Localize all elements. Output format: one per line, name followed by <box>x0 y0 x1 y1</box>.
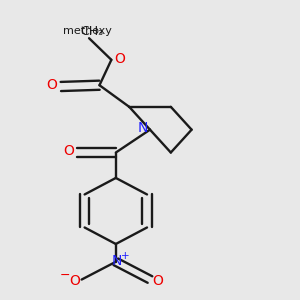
Text: methoxy: methoxy <box>63 26 112 36</box>
Text: −: − <box>60 268 70 281</box>
Text: O: O <box>114 52 125 65</box>
Text: N: N <box>137 122 148 135</box>
Text: N: N <box>112 254 122 268</box>
Text: O: O <box>63 144 74 158</box>
Text: O: O <box>69 274 80 288</box>
Text: +: + <box>121 251 130 261</box>
Text: O: O <box>46 78 57 92</box>
Text: CH₃: CH₃ <box>80 26 104 38</box>
Text: O: O <box>152 274 163 288</box>
